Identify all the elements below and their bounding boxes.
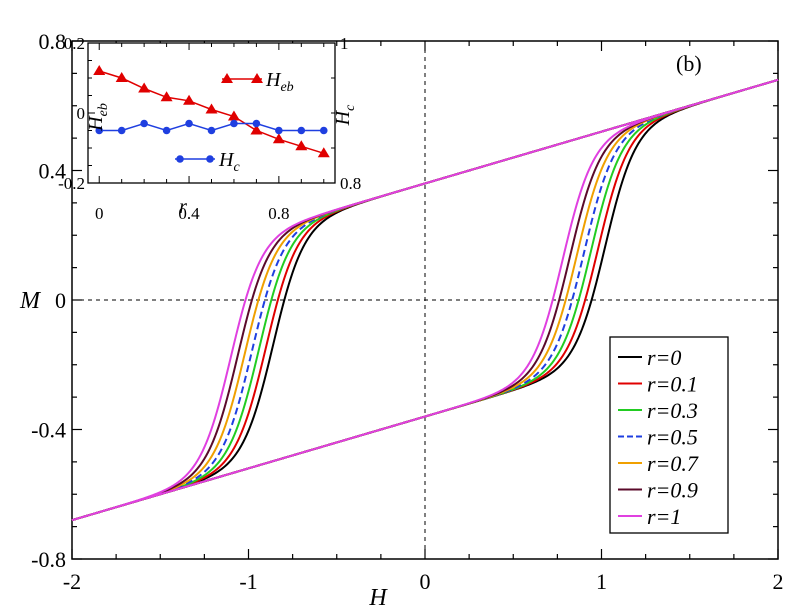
- inset-point-H_eb: [183, 94, 196, 105]
- inset-point-H_eb: [93, 65, 106, 75]
- inset-point-H_c: [162, 126, 171, 135]
- inset-axis-ticks: [88, 42, 335, 184]
- inset-left-tick-label: 0: [77, 104, 86, 123]
- inset-point-H_c: [185, 119, 193, 128]
- y-tick-label: -0.8: [31, 547, 66, 572]
- panel-label: (b): [676, 51, 702, 76]
- inset-x-tick-label: 0.4: [178, 204, 200, 223]
- y-axis-label: M: [19, 288, 42, 314]
- inset-point-H_c: [140, 119, 148, 128]
- main-tick-labels: -2 -1 0 1 2 -0.8 -0.4 0 0.4 0.8: [31, 29, 783, 594]
- inset-point-H_eb: [250, 124, 263, 135]
- inset-right-tick-label: 1: [340, 34, 349, 53]
- inset-tick-labels: 0 0.4 0.8 -0.2 0 0.2 0.8 1: [58, 34, 361, 223]
- legend: r=0r=0.1r=0.3r=0.5r=0.7r=0.9r=1: [609, 336, 729, 534]
- inset-point-H_eb: [160, 91, 173, 102]
- x-tick-label: 2: [773, 569, 784, 594]
- inset-point-H_c: [319, 126, 328, 135]
- inset-legend-marker: [221, 73, 233, 83]
- legend-label: r=1: [647, 504, 681, 529]
- x-axis-label: H: [368, 585, 388, 611]
- inset-point-H_eb: [272, 133, 285, 144]
- inset-point-H_c: [252, 119, 261, 128]
- y-tick-label: 0: [55, 288, 66, 313]
- inset-legend-marker: [206, 155, 214, 163]
- inset-point-H_c: [117, 126, 126, 135]
- inset-x-tick-label: 0: [95, 204, 104, 223]
- legend-label: r=0.5: [647, 425, 698, 450]
- inset-point-H_c: [230, 119, 238, 128]
- x-tick-label: -1: [239, 569, 257, 594]
- inset-left-tick-label: -0.2: [58, 174, 85, 193]
- inset-legend-marker: [176, 155, 184, 163]
- hysteresis-curves: [71, 78, 779, 522]
- inset-point-H_c: [275, 126, 283, 135]
- y-tick-label: -0.4: [31, 418, 66, 443]
- inset-point-H_c: [95, 126, 104, 135]
- inset-left-tick-label: 0.2: [64, 34, 85, 53]
- legend-label: r=0.9: [647, 478, 698, 503]
- loop-curve-r-1: [71, 78, 779, 522]
- legend-label: r=0.3: [647, 398, 698, 423]
- inset-legend-marker: [251, 73, 263, 83]
- y-tick-label: 0.8: [39, 29, 67, 54]
- inset-x-tick-label: 0.8: [268, 204, 289, 223]
- inset-point-H_eb: [205, 103, 218, 114]
- inset-series: [93, 65, 330, 158]
- inset-point-H_eb: [227, 110, 240, 121]
- inset-point-H_c: [207, 126, 216, 135]
- inset-point-H_c: [297, 126, 306, 135]
- inset-point-H_eb: [295, 140, 308, 151]
- legend-label: r=0.7: [647, 451, 699, 476]
- y-tick-label: 0.4: [39, 159, 67, 184]
- x-tick-label: 1: [596, 569, 607, 594]
- inset-plot: 0 0.4 0.8 -0.2 0 0.2 0.8 1 r Heb Hc HebH…: [58, 34, 361, 223]
- x-tick-label: -2: [63, 569, 81, 594]
- inset-point-H_eb: [138, 82, 151, 93]
- inset-x-axis-label: r: [179, 196, 187, 218]
- inset-point-H_eb: [115, 72, 128, 82]
- legend-label: r=0: [647, 345, 681, 370]
- inset-point-H_eb: [317, 147, 330, 158]
- x-tick-label: 0: [420, 569, 431, 594]
- inset-right-tick-label: 0.8: [340, 174, 361, 193]
- legend-label: r=0.1: [647, 372, 698, 397]
- legend-box: [609, 336, 729, 534]
